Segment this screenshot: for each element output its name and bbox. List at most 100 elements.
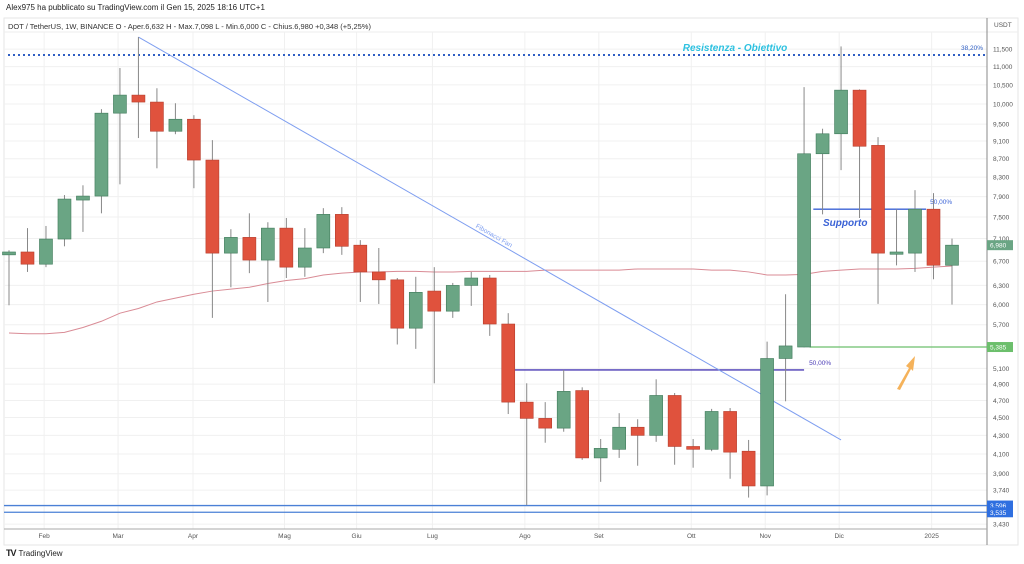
y-tick-label: 8,300 xyxy=(993,175,1010,182)
fibonacci-fan-label: Fibonacci Fan xyxy=(474,223,513,250)
candle-down xyxy=(131,94,146,103)
published-by-text: Alex975 ha pubblicato su TradingView.com… xyxy=(6,3,265,12)
candle-up xyxy=(612,426,626,450)
x-tick-label: Mar xyxy=(112,533,124,540)
y-tick-label: 9,100 xyxy=(993,139,1010,146)
candle-down xyxy=(150,101,164,132)
candle-up xyxy=(704,411,719,450)
last-price-label: 6,980 xyxy=(990,243,1007,250)
candle-down xyxy=(390,279,405,329)
y-tick-label: 7,900 xyxy=(993,194,1010,201)
x-tick-label: Lug xyxy=(427,533,438,540)
y-tick-label: 10,000 xyxy=(993,102,1013,109)
x-tick-label: Dic xyxy=(835,533,845,540)
y-tick-label: 4,300 xyxy=(993,433,1010,440)
y-tick-label: 9,500 xyxy=(993,122,1010,129)
last-price-label-bg xyxy=(987,240,1013,251)
candle-up xyxy=(316,214,331,249)
x-tick-label: Ott xyxy=(687,533,696,540)
y-tick-label: 4,500 xyxy=(993,415,1010,422)
orange-arrow-icon xyxy=(897,356,915,390)
candle-up xyxy=(57,198,72,240)
candle-up xyxy=(261,227,275,261)
green-level-label-bg xyxy=(987,342,1013,353)
y-tick-label: 5,700 xyxy=(993,322,1010,329)
candle-down xyxy=(926,208,941,266)
y-tick-label: 11,000 xyxy=(993,64,1013,71)
candle-up xyxy=(834,89,848,135)
chart-frame xyxy=(3,17,1019,546)
candle-down xyxy=(519,401,534,419)
y-tick-label: 10,500 xyxy=(993,82,1013,89)
candle-down xyxy=(279,227,294,268)
candle-up xyxy=(556,391,571,429)
y-tick-label: 3,900 xyxy=(993,471,1010,478)
candle-down xyxy=(630,426,645,436)
blue-level-label-bg xyxy=(987,500,1013,511)
y-tick-label: 6,300 xyxy=(993,283,1010,290)
currency-label: USDT xyxy=(994,22,1012,29)
candle-down xyxy=(187,118,201,161)
y-tick-label: 8,700 xyxy=(993,156,1010,163)
moving-average-line xyxy=(8,265,953,335)
candle-down xyxy=(242,237,257,261)
candle-down xyxy=(501,323,516,403)
y-tick-label: 3,740 xyxy=(993,488,1010,495)
candle-up xyxy=(94,112,109,197)
y-tick-label: 4,700 xyxy=(993,398,1010,405)
candle-up xyxy=(224,237,238,254)
y-tick-label: 6,700 xyxy=(993,259,1010,266)
x-tick-label: Mag xyxy=(278,533,291,540)
resistance-fib-label: 38,20% xyxy=(961,45,983,52)
candle-down xyxy=(335,214,349,247)
blue-level-label-bg xyxy=(987,507,1013,518)
candle-up xyxy=(815,133,830,155)
candle-up xyxy=(797,153,811,348)
candle-up xyxy=(298,247,312,268)
candle-down xyxy=(205,159,220,254)
y-tick-label: 7,100 xyxy=(993,236,1010,243)
candle-up xyxy=(39,238,53,265)
y-tick-label: 5,100 xyxy=(993,366,1010,373)
x-tick-label: Giu xyxy=(352,533,363,540)
y-tick-label: 3,430 xyxy=(993,522,1010,529)
blue-level-label: 3,596 xyxy=(990,503,1007,510)
candle-down xyxy=(575,390,589,459)
candle-down xyxy=(538,418,553,429)
candle-up xyxy=(649,395,663,436)
x-tick-label: Feb xyxy=(39,533,51,540)
support-text: Supporto xyxy=(823,218,867,229)
purple-fib-label: 50,00% xyxy=(809,360,831,367)
candle-up xyxy=(2,251,16,256)
candle-up xyxy=(445,285,460,312)
candle-up xyxy=(889,251,904,255)
green-level-label: 5,385 xyxy=(990,345,1007,352)
candle-down xyxy=(852,89,867,147)
candle-up xyxy=(76,195,90,201)
tradingview-mark-icon: TV xyxy=(6,548,16,558)
candle-up xyxy=(408,292,423,329)
candle-up xyxy=(464,277,479,286)
y-tick-label: 11,500 xyxy=(993,47,1013,54)
x-tick-label: Apr xyxy=(188,533,199,540)
candle-down xyxy=(20,251,35,265)
candle-down xyxy=(723,411,737,453)
x-tick-label: Nov xyxy=(759,533,771,540)
candle-down xyxy=(482,277,497,325)
x-tick-label: Set xyxy=(594,533,604,540)
y-tick-label: 7,500 xyxy=(993,214,1010,221)
x-tick-label: 2025 xyxy=(924,533,939,540)
support-fib-label: 50,00% xyxy=(930,199,952,206)
candle-down xyxy=(667,395,682,447)
x-tick-label: Ago xyxy=(519,533,531,540)
candle-down xyxy=(741,450,756,487)
tradingview-logo[interactable]: TV TradingView xyxy=(6,548,63,558)
resistance-text: Resistenza - Obiettivo xyxy=(683,43,787,54)
candle-up xyxy=(908,208,922,254)
candle-up xyxy=(778,345,793,359)
candle-up xyxy=(168,118,183,132)
tradingview-brand: TradingView xyxy=(18,548,63,558)
candle-down xyxy=(353,244,368,273)
y-tick-label: 6,000 xyxy=(993,302,1010,309)
